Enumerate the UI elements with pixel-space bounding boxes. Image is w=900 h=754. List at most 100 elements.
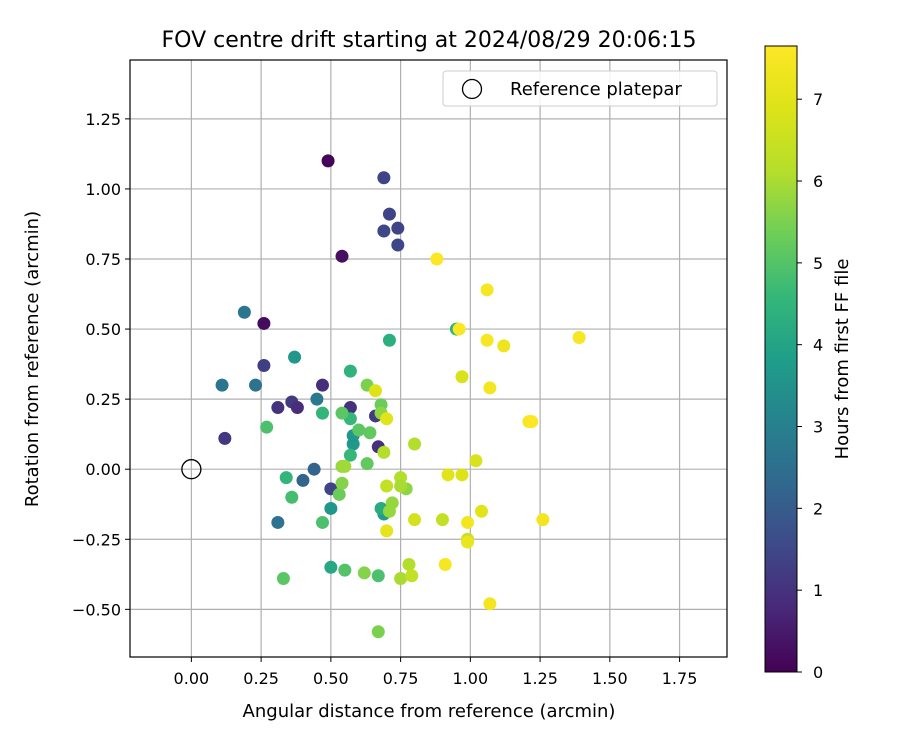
data-point xyxy=(391,221,405,235)
data-point xyxy=(310,392,324,406)
colorbar-tick-label: 4 xyxy=(813,336,823,355)
colorbar-tick-label: 0 xyxy=(813,663,823,682)
colorbar-tick-label: 6 xyxy=(813,172,823,191)
y-tick-label: −0.25 xyxy=(72,530,121,549)
x-tick-label: 1.50 xyxy=(592,669,628,688)
data-point xyxy=(343,448,357,462)
data-point xyxy=(394,572,408,586)
colorbar: 0 1 2 3 4 5 6 7 Hours from first FF file xyxy=(764,45,853,682)
data-point xyxy=(480,283,494,297)
colorbar-gradient xyxy=(764,45,798,673)
data-point xyxy=(455,468,469,482)
data-point xyxy=(402,558,416,572)
data-point xyxy=(394,479,408,493)
colorbar-tick-label: 5 xyxy=(813,254,823,273)
data-point xyxy=(469,454,483,468)
data-point xyxy=(382,207,396,221)
data-point xyxy=(260,420,274,434)
data-point xyxy=(435,513,449,527)
data-point xyxy=(276,572,290,586)
data-point xyxy=(405,569,419,583)
data-point xyxy=(290,401,304,415)
legend-box xyxy=(442,70,718,107)
legend-reference-marker xyxy=(461,78,483,100)
y-tick-label: 1.00 xyxy=(85,180,121,199)
y-tick-label: 1.25 xyxy=(85,110,121,129)
data-point xyxy=(483,381,497,395)
colorbar-tick-label: 3 xyxy=(813,418,823,437)
y-tick-label: 0.25 xyxy=(85,390,121,409)
legend-label: Reference platepar xyxy=(510,79,682,100)
data-point xyxy=(380,412,394,426)
data-point xyxy=(455,370,469,384)
data-point xyxy=(324,501,338,515)
data-point xyxy=(377,171,391,185)
data-point xyxy=(377,445,391,459)
y-tick-label: 0.00 xyxy=(85,460,121,479)
data-point xyxy=(249,378,263,392)
data-point xyxy=(338,459,352,473)
data-point xyxy=(452,322,466,336)
data-point xyxy=(368,384,382,398)
data-point xyxy=(315,406,329,420)
data-point xyxy=(430,252,444,266)
data-point xyxy=(382,504,396,518)
data-point xyxy=(380,524,394,538)
data-point xyxy=(285,490,299,504)
data-point xyxy=(288,350,302,364)
axes-layer: 0.00 0.25 0.50 0.75 1.00 1.25 1.50 1.75 −0.50 −0.… xyxy=(72,59,728,688)
x-tick-label: 0.50 xyxy=(313,669,349,688)
data-point xyxy=(572,330,586,344)
data-point xyxy=(296,473,310,487)
x-tick-label: 1.75 xyxy=(662,669,698,688)
y-axis-label: Rotation from reference (arcmin) xyxy=(22,211,43,507)
data-point xyxy=(357,566,371,580)
colorbar-label: Hours from first FF file xyxy=(832,259,853,460)
data-point xyxy=(461,515,475,529)
data-point xyxy=(321,154,335,168)
y-tick-label: 0.50 xyxy=(85,320,121,339)
data-point xyxy=(461,535,475,549)
colorbar-tick-label: 1 xyxy=(813,581,823,600)
x-tick-label: 1.00 xyxy=(453,669,489,688)
colorbar-tick-label: 7 xyxy=(813,90,823,109)
data-point xyxy=(380,479,394,493)
plot-frame xyxy=(129,59,728,658)
data-point xyxy=(338,563,352,577)
data-point xyxy=(271,515,285,529)
data-point xyxy=(257,316,271,330)
data-point xyxy=(441,468,455,482)
data-point xyxy=(371,625,385,639)
data-point xyxy=(363,426,377,440)
x-tick-label: 0.75 xyxy=(383,669,419,688)
data-point xyxy=(335,406,349,420)
data-point xyxy=(271,401,285,415)
data-point xyxy=(382,333,396,347)
reference-platepar-marker xyxy=(181,459,202,480)
data-point xyxy=(218,431,232,445)
y-tick-label: −0.50 xyxy=(72,600,121,619)
data-point xyxy=(215,378,229,392)
grid-layer xyxy=(130,60,727,657)
data-point xyxy=(352,423,366,437)
data-point xyxy=(408,437,422,451)
data-point xyxy=(408,513,422,527)
legend: Reference platepar xyxy=(442,70,718,107)
data-point xyxy=(475,504,489,518)
data-point xyxy=(315,515,329,529)
data-point xyxy=(257,359,271,373)
points-layer xyxy=(181,154,586,639)
x-tick-label: 0.00 xyxy=(174,669,210,688)
data-point xyxy=(315,378,329,392)
y-tick-label: 0.75 xyxy=(85,250,121,269)
data-point xyxy=(525,415,539,429)
x-tick-label: 1.25 xyxy=(522,669,558,688)
data-point xyxy=(324,560,338,574)
data-point xyxy=(371,569,385,583)
x-tick-label: 0.25 xyxy=(243,669,279,688)
data-point xyxy=(237,305,251,319)
colorbar-ticks: 0 1 2 3 4 5 6 7 xyxy=(797,90,823,682)
data-point xyxy=(335,249,349,263)
